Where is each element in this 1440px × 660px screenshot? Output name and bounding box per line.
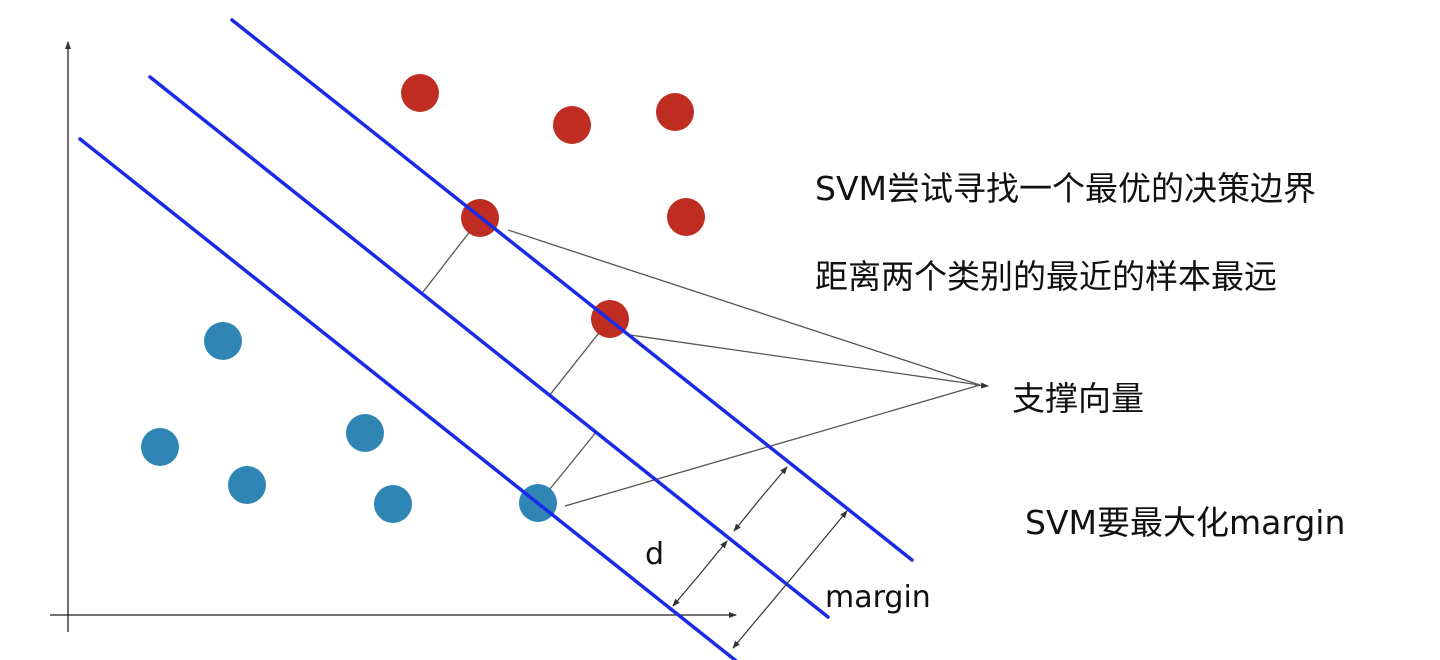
points-blue bbox=[141, 322, 557, 523]
d-arrow bbox=[733, 498, 761, 532]
d-label: d bbox=[645, 537, 665, 572]
decision-boundary bbox=[148, 75, 830, 619]
perpendicular-segment bbox=[548, 323, 607, 397]
blue-point bbox=[374, 485, 412, 523]
blue-point bbox=[141, 428, 179, 466]
maximize-margin-label: SVM要最大化margin bbox=[1025, 503, 1346, 542]
support-vectors-label: 支撑向量 bbox=[1012, 379, 1144, 418]
pointer-line bbox=[564, 384, 981, 507]
margin-label: margin bbox=[825, 580, 931, 615]
red-point bbox=[656, 93, 694, 131]
lower-margin-line bbox=[78, 137, 738, 660]
points-red bbox=[401, 74, 705, 338]
blue-point bbox=[228, 466, 266, 504]
blue-point bbox=[204, 322, 242, 360]
description-line-2: 距离两个类别的最近的样本最远 bbox=[815, 257, 1277, 296]
pointer-line bbox=[507, 229, 981, 386]
upper-margin-line bbox=[230, 18, 914, 562]
d-arrow bbox=[699, 540, 728, 575]
boundaries bbox=[78, 18, 914, 660]
pointer-line bbox=[629, 334, 981, 386]
margin-arrow bbox=[732, 579, 791, 649]
red-point bbox=[667, 198, 705, 236]
red-point bbox=[401, 74, 439, 112]
blue-point bbox=[346, 414, 384, 452]
perpendicular-segment bbox=[540, 430, 598, 501]
d-arrow bbox=[672, 573, 701, 607]
axes bbox=[50, 41, 737, 632]
description-line-1: SVM尝试寻找一个最优的决策边界 bbox=[815, 169, 1316, 208]
pointer-arrow bbox=[974, 382, 989, 389]
d-arrow bbox=[759, 466, 788, 500]
red-point bbox=[553, 106, 591, 144]
distance-arrows bbox=[672, 466, 848, 649]
margin-arrow bbox=[789, 510, 848, 581]
